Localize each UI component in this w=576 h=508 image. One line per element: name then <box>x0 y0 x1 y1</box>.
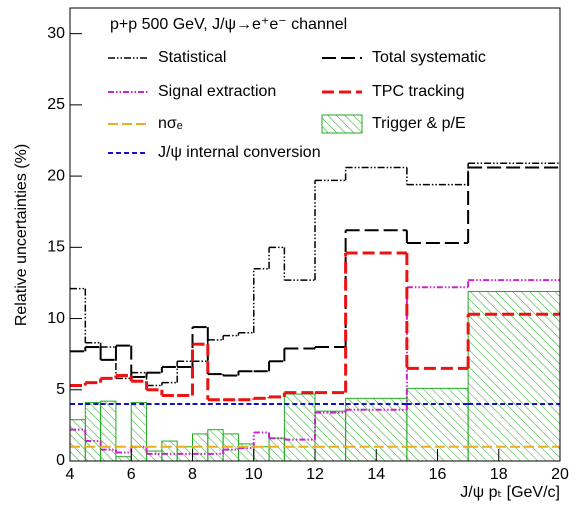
y-tick-label: 20 <box>47 167 65 184</box>
x-tick-label: 20 <box>551 466 569 483</box>
hatched-bar <box>69 419 86 462</box>
hatched-bar <box>283 393 316 462</box>
y-tick-label: 10 <box>47 310 65 327</box>
legend-label: Statistical <box>158 49 226 66</box>
x-tick-label: 4 <box>66 466 75 483</box>
legend-label: Trigger & p/E <box>372 115 466 132</box>
x-tick-label: 10 <box>245 466 263 483</box>
hatched-bar <box>207 429 224 462</box>
hatched-bar <box>268 437 285 462</box>
plot-area <box>69 162 561 462</box>
legend-label: nσₑ <box>158 115 183 132</box>
legend-label: J/ψ internal conversion <box>158 144 321 161</box>
hatched-bar <box>161 440 178 462</box>
y-tick-label: 30 <box>47 25 65 42</box>
hatched-bar <box>406 387 469 462</box>
x-tick-label: 18 <box>490 466 508 483</box>
x-axis-label: J/ψ pₜ [GeV/c] <box>460 484 560 501</box>
hatched-bar <box>115 456 132 462</box>
x-tick-label: 12 <box>306 466 324 483</box>
hatched-bar <box>314 410 347 462</box>
x-tick-label: 14 <box>367 466 385 483</box>
hatched-bar <box>130 402 148 462</box>
hatched-bar <box>84 402 102 462</box>
y-tick-label: 0 <box>56 452 65 469</box>
y-tick-label: 5 <box>56 381 65 398</box>
y-axis-label: Relative uncertainties (%) <box>13 144 30 326</box>
x-tick-label: 6 <box>127 466 136 483</box>
x-tick-label: 16 <box>429 466 447 483</box>
y-tick-label: 15 <box>47 239 65 256</box>
hatched-bar <box>467 290 561 462</box>
hatched-bar <box>146 450 163 462</box>
x-tick-label: 8 <box>188 466 197 483</box>
legend-swatch <box>321 114 363 134</box>
legend-label: Signal extraction <box>158 83 276 100</box>
hatched-bar <box>100 400 117 462</box>
legend-label: Total systematic <box>372 49 486 66</box>
hatched-bar <box>253 446 270 462</box>
chart-title: p+p 500 GeV, J/ψ→e⁺e⁻ channel <box>110 16 347 33</box>
y-tick-label: 25 <box>47 96 65 113</box>
legend-label: TPC tracking <box>372 83 464 100</box>
